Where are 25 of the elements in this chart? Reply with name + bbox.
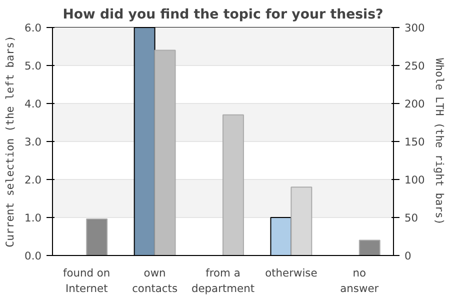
y2-tick-label: 100 [404,174,426,186]
y2-tick-label: 50 [404,212,418,224]
y-tick-label: 1.0 [24,212,42,224]
y-tick-label: 5.0 [24,60,42,72]
chart-title: How did you find the topic for your thesis? [62,8,384,22]
y2-tick-label: 200 [404,98,426,110]
y-tick-label: 6.0 [24,22,42,34]
y2-tick-label: 300 [404,22,426,34]
y-tick-label: 0.0 [24,250,42,262]
y2-axis-title: Whole LTH (the right bars) [432,58,446,225]
y-tick-label: 4.0 [24,98,42,110]
x-tick-label: no answer [340,266,380,296]
y2-tick-label: 250 [404,60,426,72]
x-tick-label: otherwise [265,266,318,280]
y-axis-title: Current selection (the left bars) [4,36,17,248]
bar [358,240,380,256]
y2-tick-label: 0 [404,250,412,262]
y-tick-label: 3.0 [24,136,42,148]
y-tick-label: 2.0 [24,174,42,186]
y2-tick-label: 150 [404,136,426,148]
bar [222,114,244,256]
x-tick-label: from a department [191,266,255,296]
x-tick-label: found on Internet [63,266,110,296]
bar [86,218,108,256]
x-tick-label: own contacts [132,266,178,296]
